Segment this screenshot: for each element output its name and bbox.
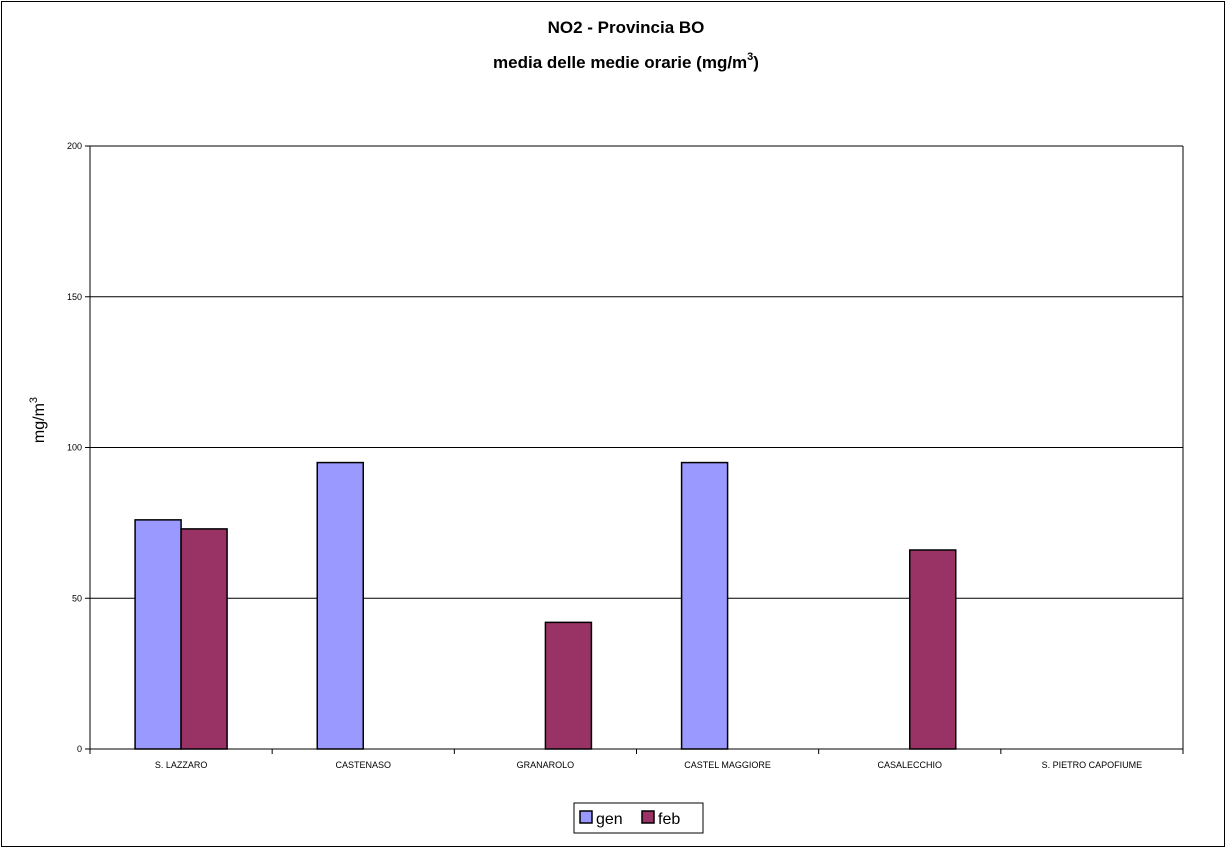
y-tick-labels: 0 50 100 150 200 xyxy=(67,141,82,754)
y-axis-label: mg/m3 xyxy=(28,397,48,443)
x-tick-label: CASTENASO xyxy=(335,760,391,770)
y-axis-label-sup: 3 xyxy=(28,397,40,403)
x-tick-label: CASTEL MAGGIORE xyxy=(684,760,771,770)
y-tick-label: 200 xyxy=(67,141,82,151)
y-tick-label: 0 xyxy=(77,744,82,754)
axes xyxy=(89,145,1184,754)
x-tick-label: CASALECCHIO xyxy=(877,760,942,770)
chart-subtitle-sup: 3 xyxy=(747,51,753,63)
legend-items: gen feb xyxy=(579,810,680,828)
x-tick-labels: S. LAZZARO CASTENASO GRANAROLO CASTEL MAGGI… xyxy=(155,760,1142,770)
legend-label-gen: gen xyxy=(596,811,623,828)
legend-swatch-feb xyxy=(641,810,655,824)
chart-subtitle-main: media delle medie orarie (mg/m xyxy=(493,53,747,72)
legend: gen feb xyxy=(573,802,704,834)
bar-feb xyxy=(544,621,593,750)
legend-label-feb: feb xyxy=(658,811,680,828)
x-tick-label: GRANAROLO xyxy=(517,760,575,770)
chart-subtitle-end: ) xyxy=(753,53,759,72)
bar-gen xyxy=(134,519,182,750)
plot-area: 0 50 100 150 200 S. LAZZARO CASTENASO GRANAROL… xyxy=(67,141,1184,770)
legend-swatch-gen xyxy=(579,810,593,824)
y-tick-label: 50 xyxy=(72,593,82,603)
chart-subtitle: media delle medie orarie (mg/m3) xyxy=(493,51,759,72)
bar-feb xyxy=(180,528,228,750)
y-tick-label: 150 xyxy=(67,292,82,302)
x-tick-label: S. LAZZARO xyxy=(155,760,208,770)
y-axis-label-main: mg/m xyxy=(31,403,48,443)
bar-feb xyxy=(909,549,957,750)
x-tick-label: S. PIETRO CAPOFIUME xyxy=(1042,760,1143,770)
bar-gen xyxy=(316,461,364,750)
bars xyxy=(134,461,957,750)
y-tick-label: 100 xyxy=(67,443,82,453)
bar-gen xyxy=(680,461,729,750)
legend-box xyxy=(573,802,704,834)
chart-title: NO2 - Provincia BO xyxy=(548,18,705,37)
